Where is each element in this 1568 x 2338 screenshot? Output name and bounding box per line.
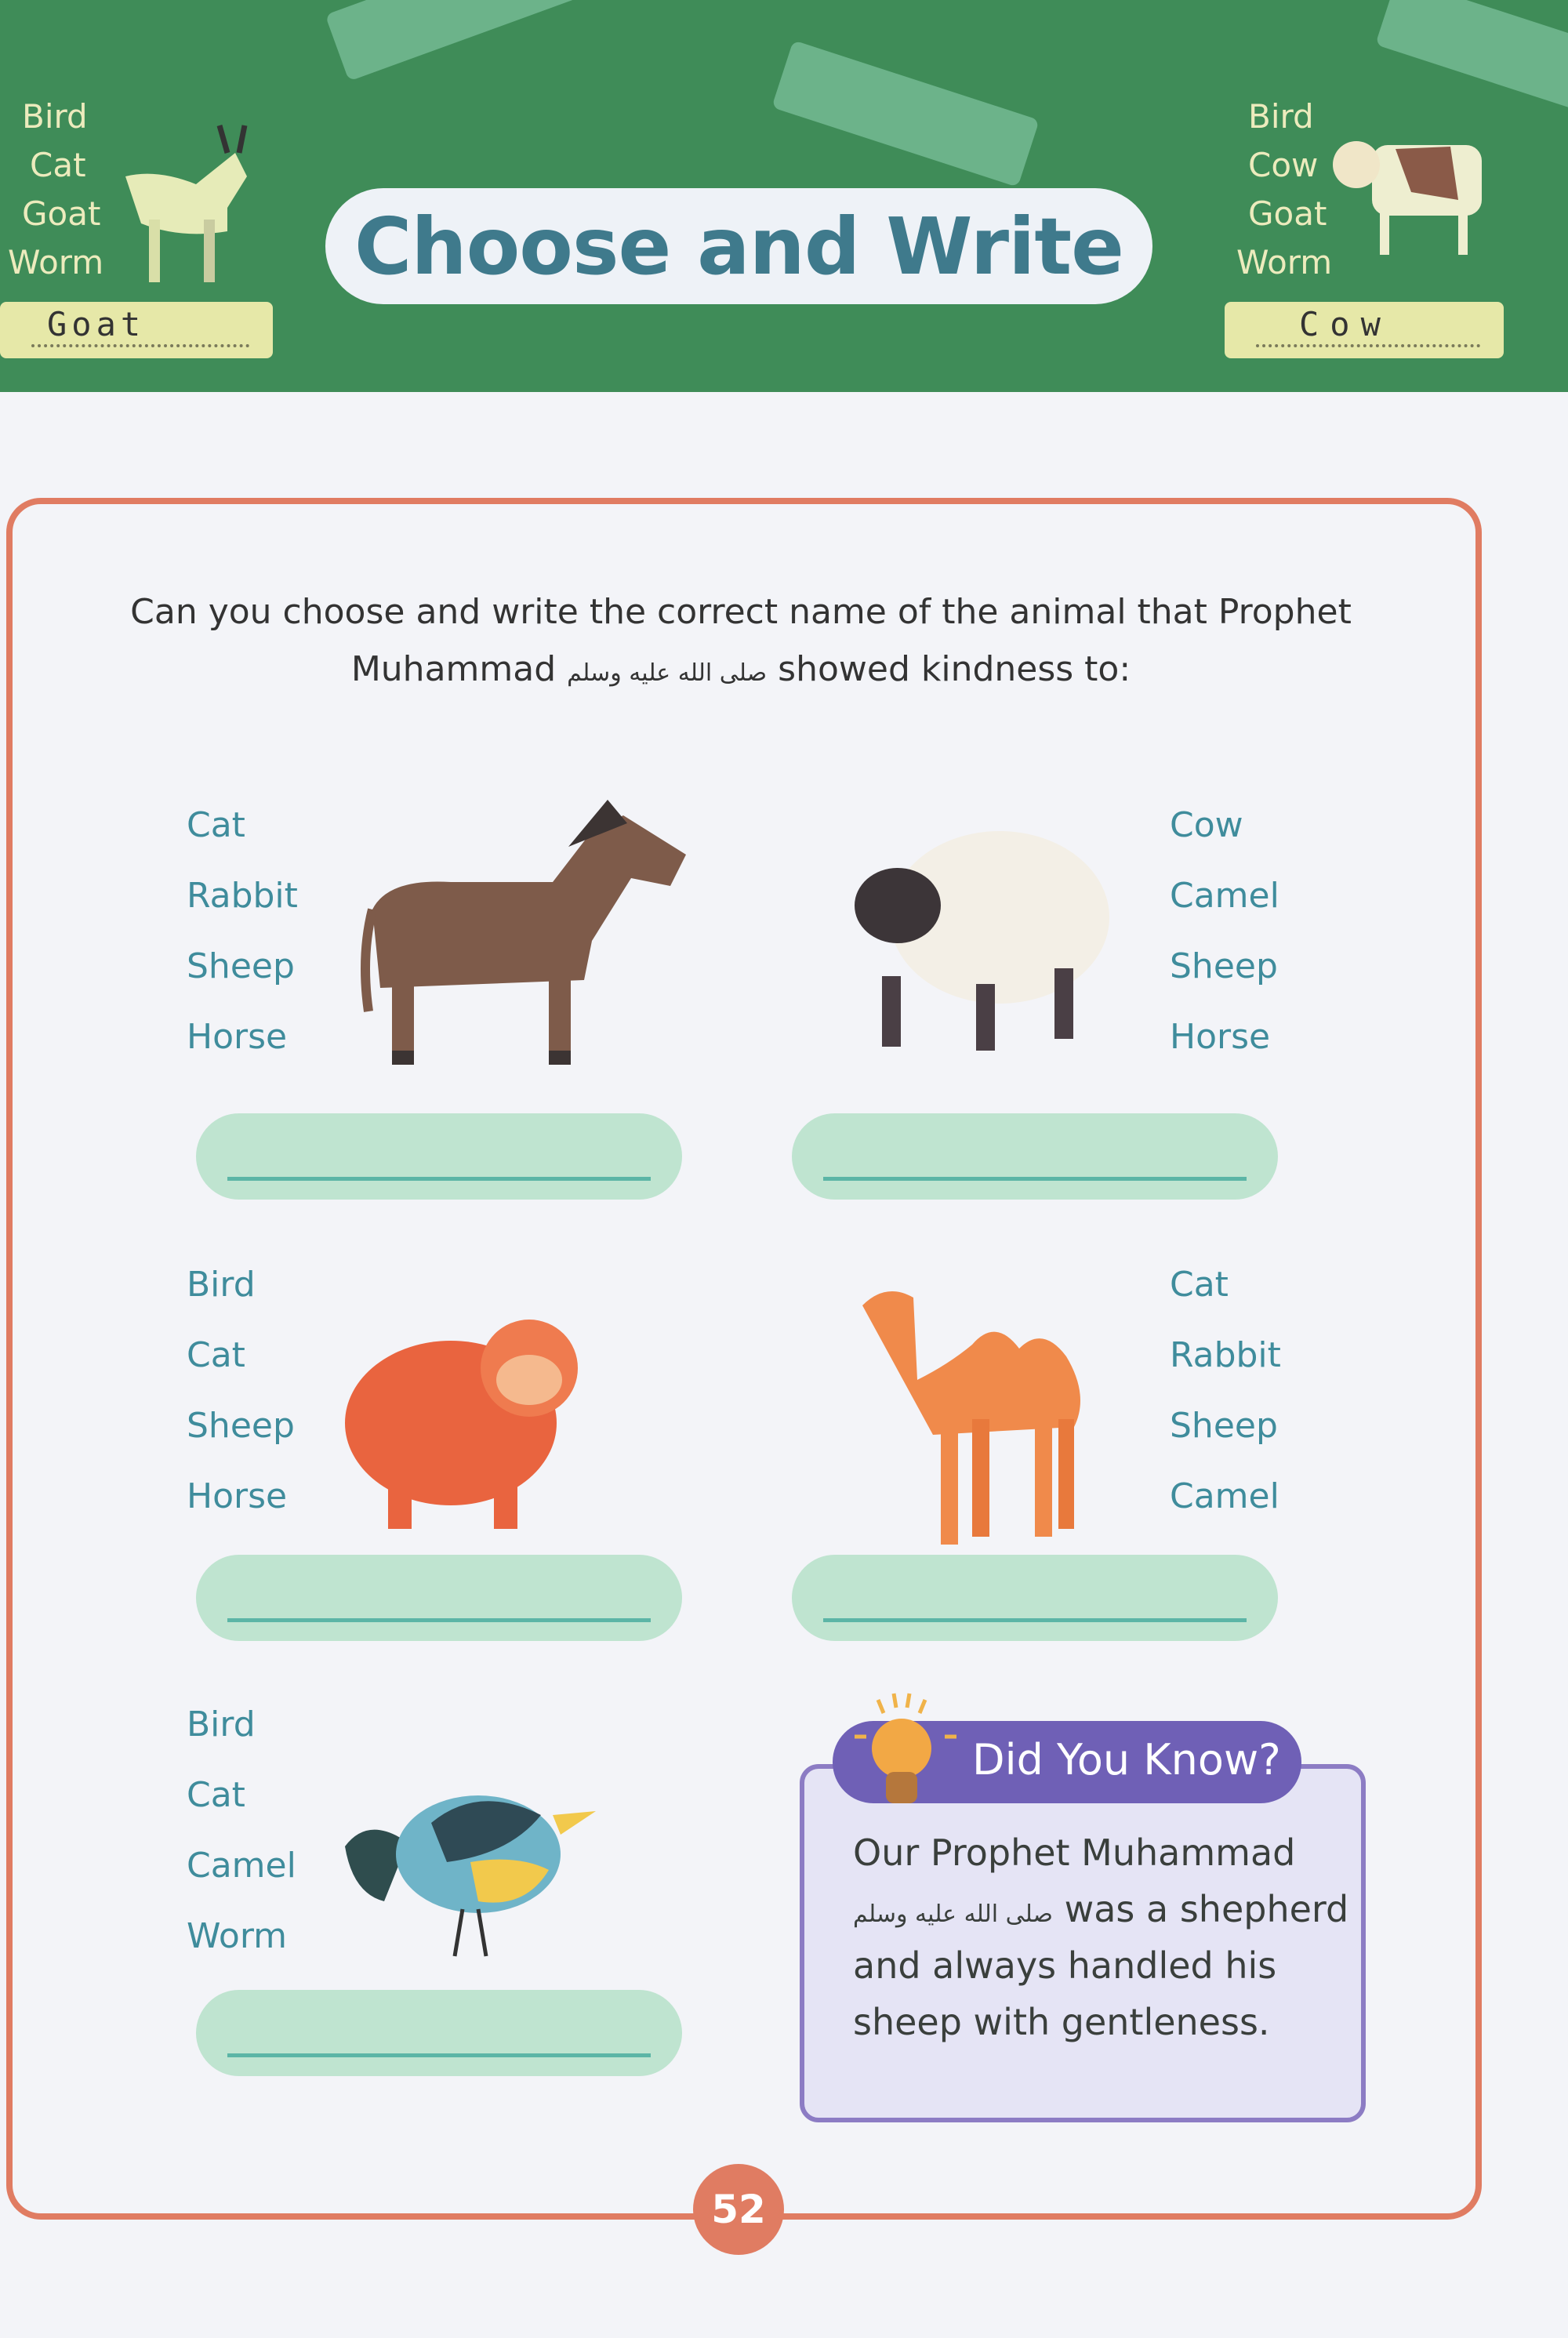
ruler-decoration bbox=[325, 0, 593, 82]
example-answer: Cow bbox=[1299, 305, 1392, 343]
camel-icon bbox=[862, 1291, 1080, 1545]
answer-line bbox=[823, 1618, 1247, 1622]
option: Horse bbox=[187, 1017, 288, 1057]
exercise-5-options: Bird Cat Camel Worm bbox=[187, 1690, 296, 1972]
did-you-know-text: sheep with gentleness. bbox=[853, 2001, 1270, 2043]
option: Cow bbox=[1248, 146, 1319, 184]
sheep-icon bbox=[855, 831, 1109, 1051]
option: Bird bbox=[22, 97, 88, 136]
right-example-options: Bird Cow Goat Worm bbox=[1236, 93, 1332, 287]
header-banner: Bird Cat Goat Worm Goat Choose and Write… bbox=[0, 0, 1568, 392]
ruler-decoration bbox=[771, 40, 1040, 187]
exercise-1-options: Cat Rabbit Sheep Horse bbox=[187, 790, 298, 1073]
option: Cat bbox=[187, 1775, 245, 1815]
lightbulb-icon bbox=[855, 1693, 956, 1803]
option: Bird bbox=[187, 1704, 256, 1744]
option: Rabbit bbox=[1170, 1335, 1281, 1375]
left-example-options: Bird Cat Goat Worm bbox=[8, 93, 103, 287]
answer-line bbox=[823, 1177, 1247, 1181]
option: Horse bbox=[1170, 1017, 1271, 1057]
option: Horse bbox=[187, 1476, 288, 1516]
option: Goat bbox=[1248, 194, 1327, 233]
honorific-arabic: صلى الله عليه وسلم bbox=[567, 659, 768, 687]
exercise-4-answer-field[interactable] bbox=[792, 1555, 1278, 1641]
did-you-know-text: صلى الله عليه وسلم was a shepherd bbox=[853, 1888, 1348, 1930]
option: Cat bbox=[1170, 1265, 1229, 1305]
instruction-line-2: Muhammad صلى الله عليه وسلم showed kindn… bbox=[0, 649, 1482, 689]
option: Worm bbox=[8, 243, 104, 281]
did-you-know-title: Did You Know? bbox=[972, 1735, 1281, 1784]
cow-icon bbox=[1333, 141, 1482, 255]
exercise-3-answer-field[interactable] bbox=[196, 1555, 682, 1641]
right-example-answer-box: Cow bbox=[1225, 302, 1504, 358]
option: Bird bbox=[1248, 97, 1314, 136]
instruction-text: showed kindness to: bbox=[778, 649, 1131, 689]
honorific-arabic: صلى الله عليه وسلم bbox=[853, 1901, 1053, 1928]
option: Rabbit bbox=[187, 876, 298, 916]
goat-icon bbox=[125, 125, 248, 282]
exercise-2-options: Cow Camel Sheep Horse bbox=[1170, 790, 1279, 1073]
instruction-text: Muhammad bbox=[350, 649, 557, 689]
option: Bird bbox=[187, 1265, 256, 1305]
option: Worm bbox=[187, 1916, 288, 1956]
exercise-5-answer-field[interactable] bbox=[196, 1990, 682, 2076]
option: Goat bbox=[22, 194, 101, 233]
page-number: 52 bbox=[693, 2164, 784, 2255]
did-you-know-text: and always handled his bbox=[853, 1944, 1277, 1987]
bird-icon bbox=[345, 1795, 596, 1957]
horse-icon bbox=[361, 800, 686, 1065]
exercise-3-options: Bird Cat Sheep Horse bbox=[187, 1250, 295, 1532]
option: Sheep bbox=[1170, 1406, 1278, 1446]
page-title: Choose and Write bbox=[354, 200, 1124, 292]
option: Cat bbox=[187, 805, 245, 845]
cat-icon bbox=[345, 1320, 578, 1529]
ruler-decoration bbox=[1375, 0, 1568, 125]
title-banner: Choose and Write bbox=[325, 188, 1152, 304]
option: Sheep bbox=[1170, 946, 1278, 986]
option: Sheep bbox=[187, 1406, 295, 1446]
exercise-1-answer-field[interactable] bbox=[196, 1113, 682, 1200]
option: Camel bbox=[1170, 876, 1279, 916]
option: Cow bbox=[1170, 805, 1243, 845]
answer-line bbox=[227, 2053, 651, 2057]
did-you-know-text-part: was a shepherd bbox=[1064, 1888, 1349, 1930]
answer-line bbox=[227, 1618, 651, 1622]
option: Cat bbox=[30, 146, 86, 184]
exercise-4-options: Cat Rabbit Sheep Camel bbox=[1170, 1250, 1281, 1532]
option: Camel bbox=[187, 1846, 296, 1886]
option: Worm bbox=[1236, 243, 1333, 281]
instruction-line-1: Can you choose and write the correct nam… bbox=[130, 592, 1352, 632]
answer-line bbox=[227, 1177, 651, 1181]
left-example-answer-box: Goat bbox=[0, 302, 273, 358]
option: Sheep bbox=[187, 946, 295, 986]
did-you-know-text: Our Prophet Muhammad bbox=[853, 1832, 1296, 1874]
example-answer: Goat bbox=[47, 305, 146, 343]
did-you-know-box bbox=[800, 1764, 1366, 2122]
option: Camel bbox=[1170, 1476, 1279, 1516]
exercise-2-answer-field[interactable] bbox=[792, 1113, 1278, 1200]
option: Cat bbox=[187, 1335, 245, 1375]
